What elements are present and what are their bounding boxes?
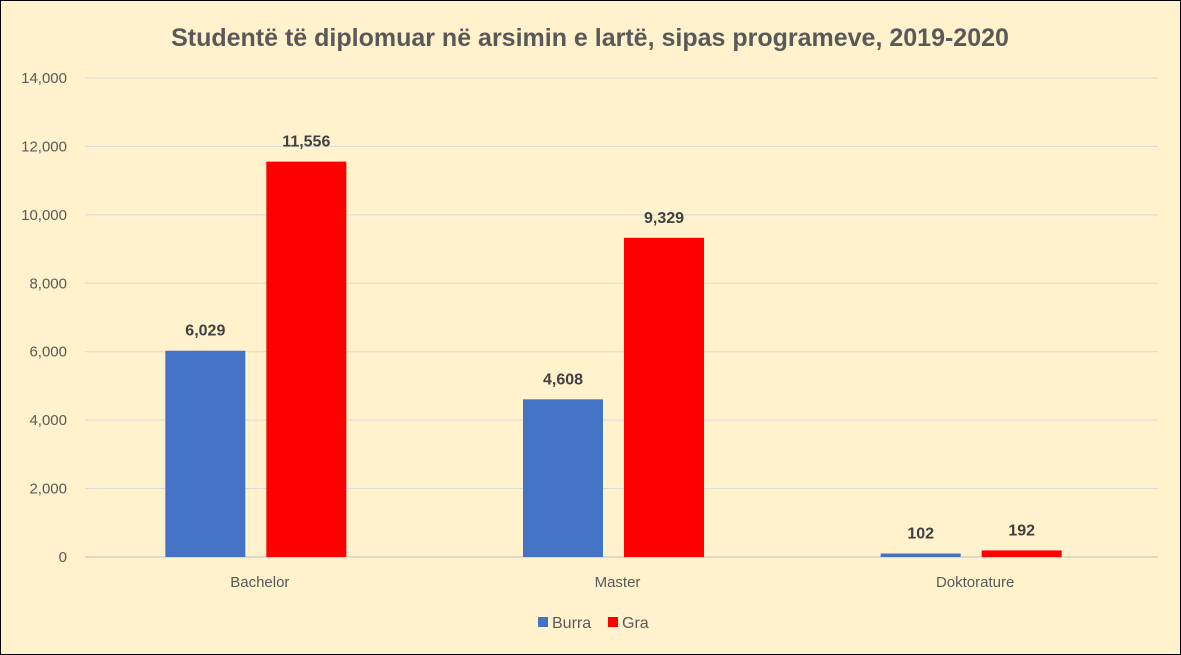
chart-title: Studentë të diplomuar në arsimin e lartë…	[171, 24, 1009, 52]
bar-burra	[165, 350, 246, 557]
bar-gra	[266, 161, 347, 557]
x-tick-label: Bachelor	[230, 574, 289, 591]
data-label: 9,329	[644, 210, 684, 227]
y-tick-label: 12,000	[21, 138, 67, 155]
data-label: 102	[907, 526, 934, 543]
y-tick-label: 10,000	[21, 207, 67, 224]
y-tick-label: 8,000	[29, 275, 67, 292]
bar-gra	[624, 237, 704, 557]
bar-burra	[880, 553, 961, 557]
y-tick-label: 14,000	[21, 70, 67, 87]
y-tick-label: 6,000	[29, 344, 67, 361]
legend-label: Burra	[552, 615, 591, 632]
legend-swatch	[608, 617, 618, 627]
x-tick-label: Doktorature	[936, 574, 1014, 591]
data-label: 11,556	[282, 134, 330, 151]
bar-burra	[523, 399, 603, 557]
data-label: 6,029	[185, 323, 225, 340]
y-tick-label: 4,000	[29, 412, 67, 429]
y-tick-label: 2,000	[29, 481, 67, 498]
bar-gra	[981, 550, 1062, 557]
data-label: 4,608	[543, 371, 583, 388]
legend-swatch	[538, 617, 548, 627]
legend-label: Gra	[622, 615, 649, 632]
y-tick-label: 0	[59, 549, 67, 566]
x-tick-label: Master	[595, 574, 641, 591]
data-label: 192	[1008, 522, 1035, 539]
